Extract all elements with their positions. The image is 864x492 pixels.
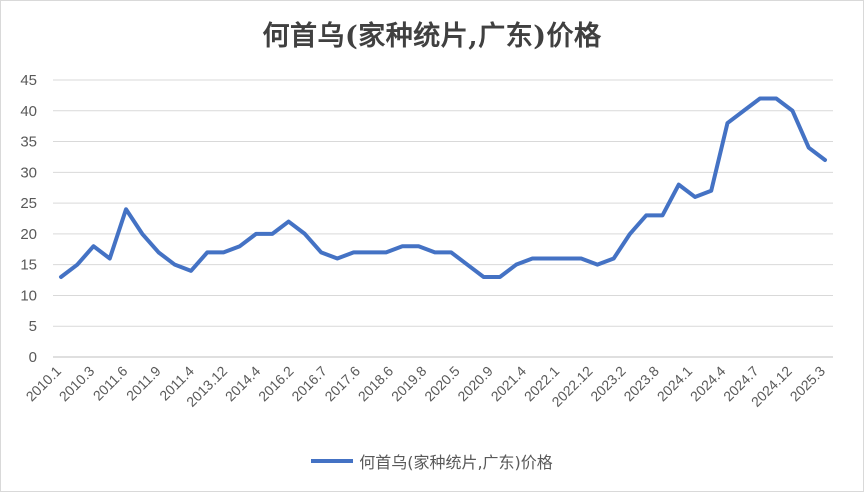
y-tick-label-40: 40 [20,103,37,120]
y-tick-label-35: 35 [20,134,37,151]
x-tick-label: 2018.6 [355,363,397,405]
y-tick-label-0: 0 [29,349,37,366]
x-tick-label: 2020.9 [454,363,496,405]
legend-label: 何首乌(家种统片,广东)价格 [359,453,553,472]
y-tick-label-20: 20 [20,226,37,243]
x-tick-label: 2021.4 [488,363,530,405]
x-tick-label: 2020.5 [421,363,463,405]
x-tick-label: 2016.7 [288,363,330,405]
x-tick-label: 2014.4 [222,363,264,405]
x-tick-label: 2010.3 [56,363,98,405]
x-tick-label: 2019.8 [388,363,430,405]
y-tick-label-25: 25 [20,195,37,212]
legend: 何首乌(家种统片,广东)价格 [0,449,864,473]
x-tick-label: 2023.2 [587,363,629,405]
chart-title: 何首乌(家种统片,广东)价格 [262,21,602,52]
x-tick-label: 2011.9 [123,363,164,404]
x-tick-label: 2024.4 [687,363,729,405]
y-tick-label-30: 30 [20,164,37,181]
x-tick-label: 2025.3 [787,363,829,405]
series-line [59,96,827,279]
y-tick-label-15: 15 [20,257,37,274]
x-tick-label: 2010.1 [23,363,65,405]
x-tick-label: 2016.2 [255,363,297,405]
x-tick-label: 2024.1 [654,363,696,405]
y-tick-label-10: 10 [20,287,37,304]
x-tick-label: 2023.8 [620,363,662,405]
legend-swatch [311,459,354,463]
y-tick-label-45: 45 [20,72,37,89]
x-tick-label: 2011.6 [90,363,131,404]
y-tick-label-5: 5 [29,318,37,335]
x-tick-label: 2017.6 [321,363,363,405]
